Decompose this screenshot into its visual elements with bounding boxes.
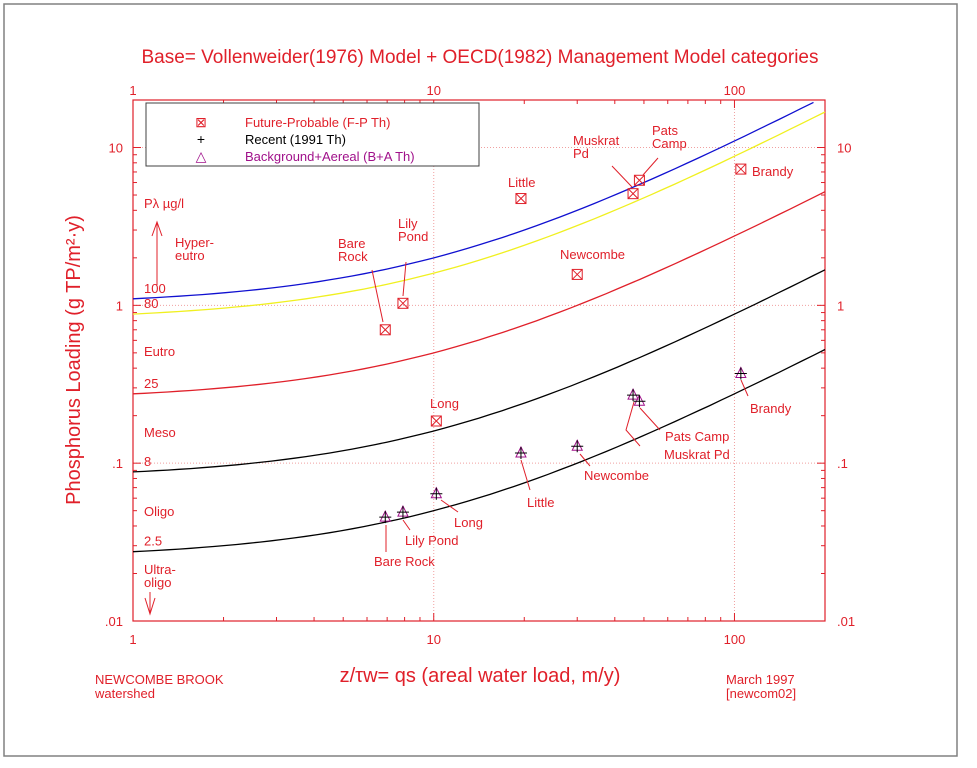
y-axis-label: Phosphorus Loading (g TP/m²·y) (63, 215, 85, 505)
x-tick-label-top: 1 (129, 83, 136, 98)
point-label-background: Brandy (750, 401, 792, 416)
marker-future-probable (379, 324, 391, 336)
leader-line (642, 157, 659, 176)
legend-symbol: ⊠ (195, 114, 207, 130)
y-tick-label: .01 (105, 614, 123, 629)
point-label-future-probable: Brandy (752, 164, 794, 179)
leader-line (740, 379, 749, 397)
point-label-background: Bare Rock (374, 554, 435, 569)
legend-symbol: + (197, 131, 205, 147)
footer-right: March 1997 [newcom02] (726, 672, 796, 701)
marker-future-probable (634, 174, 645, 186)
point-label-future-probable: Newcombe (560, 247, 625, 262)
leader-line (440, 499, 459, 513)
plot-area-border (132, 99, 826, 622)
model-curve-8 (132, 269, 826, 473)
curve-label: 8 (144, 454, 151, 469)
marker-future-probable (571, 268, 583, 280)
trophic-category: Hyper-eutro (175, 235, 214, 263)
curve-label: 80 (144, 296, 158, 311)
point-label-background: Little (527, 495, 554, 510)
marker-future-probable (515, 193, 527, 204)
trophic-category: Oligo (144, 504, 174, 519)
leader-line (611, 165, 633, 188)
x-tick-label: 100 (724, 632, 746, 647)
marker-recent (379, 511, 392, 524)
legend-label: Recent (1991 Th) (245, 132, 346, 147)
leader-line (520, 459, 531, 491)
marker-future-probable (627, 188, 639, 200)
trophic-category: Eutro (144, 344, 175, 359)
point-label-background: Lily Pond (405, 533, 458, 548)
point-label-background: Long (454, 515, 483, 530)
leader-line (402, 519, 411, 531)
x-tick-label: 10 (427, 632, 441, 647)
trophic-header: Pλ µg/l (144, 196, 184, 211)
y-tick-label: .1 (112, 456, 123, 471)
legend-box (145, 102, 480, 167)
y-tick-label-right: .1 (837, 456, 848, 471)
marker-recent (627, 389, 640, 402)
y-tick-label: 10 (109, 141, 123, 156)
legend-symbol: △ (196, 148, 207, 164)
marker-future-probable (430, 415, 442, 427)
y-tick-label-right: 1 (837, 298, 844, 313)
marker-future-probable (633, 174, 645, 186)
point-label-background: Muskrat Pd (664, 447, 730, 462)
marker-recent (396, 506, 409, 519)
point-label-future-probable: Bare Rock (338, 236, 368, 264)
marker-future-probable (430, 415, 442, 427)
legend-label: Background+Aereal (B+A Th) (245, 149, 415, 164)
marker-future-probable (735, 163, 747, 175)
leader-line (402, 261, 407, 297)
marker-recent (430, 487, 443, 500)
leader-line (579, 453, 591, 467)
x-tick-label-top: 10 (427, 83, 441, 98)
leader-line (371, 269, 384, 323)
curve-label: 2.5 (144, 534, 162, 549)
marker-future-probable (735, 163, 747, 175)
down-arrow-icon (144, 597, 156, 616)
leader-line (639, 407, 661, 431)
model-curve-80 (132, 111, 826, 315)
point-label-future-probable: Muskrat Pd (573, 133, 620, 161)
chart-title: Base= Vollenweider(1976) Model + OECD(19… (142, 47, 819, 68)
legend (145, 102, 480, 167)
marker-recent (633, 395, 646, 408)
marker-future-probable (397, 297, 409, 309)
marker-future-probable (515, 193, 527, 205)
marker-recent (571, 440, 584, 453)
point-label-background: Pats Camp (665, 429, 729, 444)
legend-label: Future-Probable (F-P Th) (245, 115, 390, 130)
point-label-background: Newcombe (584, 468, 649, 483)
leader-line (625, 401, 641, 447)
x-tick-label-top: 100 (724, 83, 746, 98)
trophic-category: Meso (144, 425, 176, 440)
curve-label: 100 (144, 281, 166, 296)
point-label-future-probable: Little (508, 175, 535, 190)
marker-future-probable (627, 188, 639, 200)
model-curve-100 (132, 101, 814, 300)
marker-recent (514, 446, 527, 459)
y-tick-label: 1 (116, 298, 123, 313)
marker-future-probable (571, 269, 583, 280)
marker-future-probable (397, 297, 409, 309)
footer-left: NEWCOMBE BROOK watershed (94, 672, 224, 701)
point-label-future-probable: Long (430, 396, 459, 411)
model-curve-25 (132, 191, 826, 395)
y-tick-label-right: .01 (837, 614, 855, 629)
curve-label: 25 (144, 376, 158, 391)
point-label-future-probable: Lily Pond (398, 216, 428, 244)
trophic-category: Ultra-oligo (144, 562, 176, 590)
point-label-future-probable: Pats Camp (652, 123, 687, 151)
marker-recent (734, 367, 747, 380)
model-curve-2.5 (132, 348, 826, 553)
x-tick-label: 1 (129, 632, 136, 647)
x-axis-label: z/τw= qs (areal water load, m/y) (340, 665, 621, 687)
y-tick-label-right: 10 (837, 141, 851, 156)
marker-future-probable (379, 324, 391, 336)
up-arrow-icon (151, 220, 163, 237)
